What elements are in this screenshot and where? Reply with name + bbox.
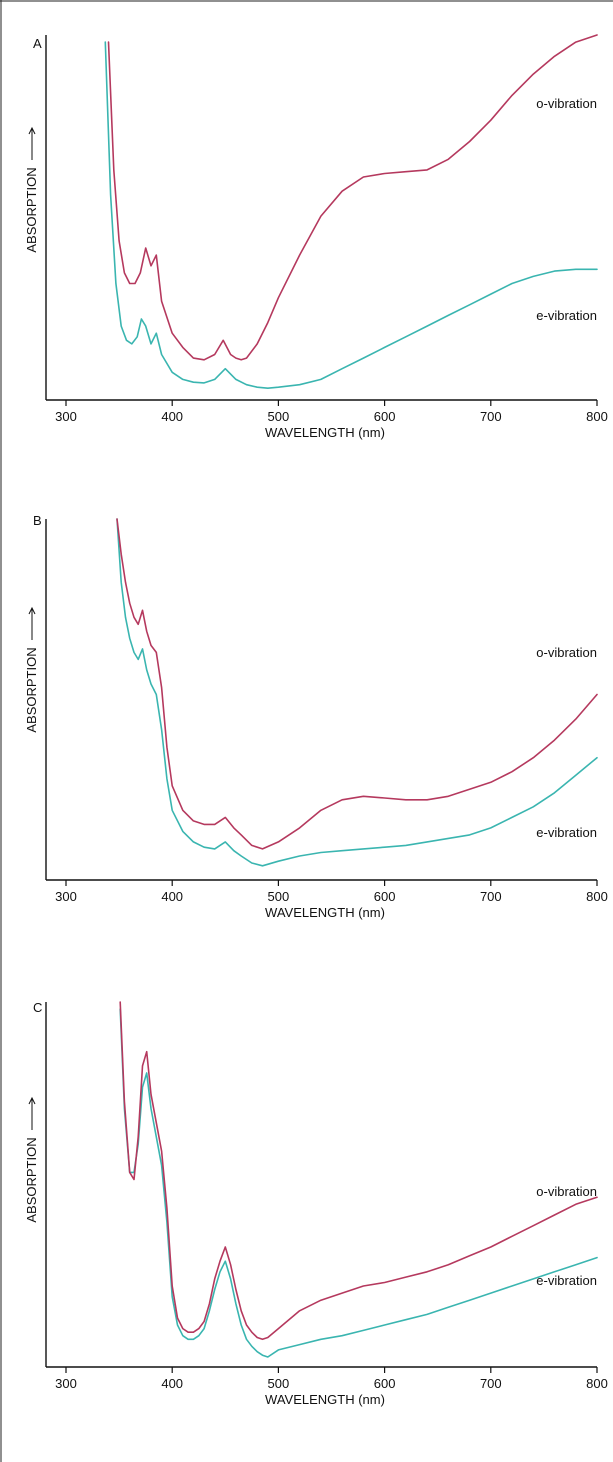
panel-a: A 300 400 500 600 700 800 WAVELENGTH (nm) ABSORP… bbox=[24, 34, 608, 440]
x-tick-label: 500 bbox=[268, 409, 290, 424]
x-tick-label: 700 bbox=[480, 1376, 502, 1391]
x-tick-label: 400 bbox=[161, 409, 183, 424]
x-tick-label: 500 bbox=[268, 889, 290, 904]
series-label-o-vibration: o-vibration bbox=[536, 1184, 597, 1199]
y-axis-title: ABSORPTION bbox=[24, 167, 39, 252]
y-axis-arrow-head bbox=[28, 126, 36, 135]
panel-c: C 300 400 500 600 700 800 WAVELENGTH (nm) ABSORP… bbox=[24, 1000, 608, 1407]
x-axis-title: WAVELENGTH (nm) bbox=[265, 905, 385, 920]
y-axis-arrow-head bbox=[28, 606, 36, 615]
x-tick-label: 800 bbox=[586, 1376, 608, 1391]
series-label-e-vibration: e-vibration bbox=[536, 1273, 597, 1288]
x-tick-label: 300 bbox=[55, 1376, 77, 1391]
y-axis-title: ABSORPTION bbox=[24, 1137, 39, 1222]
series-line-e-vibration bbox=[104, 41, 598, 389]
series-line-o-vibration bbox=[116, 518, 598, 850]
panel-letter: B bbox=[33, 513, 42, 528]
y-axis-arrow-head bbox=[28, 1096, 36, 1105]
series-label-e-vibration: e-vibration bbox=[536, 308, 597, 323]
x-tick-label: 400 bbox=[161, 1376, 183, 1391]
series-label-e-vibration: e-vibration bbox=[536, 825, 597, 840]
panel-letter: C bbox=[33, 1000, 42, 1015]
x-tick-label: 300 bbox=[55, 889, 77, 904]
x-tick-label: 600 bbox=[374, 1376, 396, 1391]
x-tick-label: 300 bbox=[55, 409, 77, 424]
x-tick-label: 500 bbox=[268, 1376, 290, 1391]
x-tick-label: 400 bbox=[161, 889, 183, 904]
x-tick-label: 700 bbox=[480, 409, 502, 424]
x-tick-label: 800 bbox=[586, 409, 608, 424]
x-axis-title: WAVELENGTH (nm) bbox=[265, 425, 385, 440]
series-line-e-vibration bbox=[116, 518, 598, 867]
series-line-o-vibration bbox=[119, 1001, 598, 1341]
x-tick-label: 800 bbox=[586, 889, 608, 904]
series-line-o-vibration bbox=[107, 34, 598, 361]
x-tick-label: 600 bbox=[374, 889, 396, 904]
series-label-o-vibration: o-vibration bbox=[536, 645, 597, 660]
panel-letter: A bbox=[33, 36, 42, 51]
series-label-o-vibration: o-vibration bbox=[536, 96, 597, 111]
x-tick-label: 600 bbox=[374, 409, 396, 424]
x-axis-title: WAVELENGTH (nm) bbox=[265, 1392, 385, 1407]
y-axis-title: ABSORPTION bbox=[24, 647, 39, 732]
panel-b: B 300 400 500 600 700 800 WAVELENGTH (nm) ABSORP… bbox=[24, 513, 608, 920]
x-tick-label: 700 bbox=[480, 889, 502, 904]
series-line-e-vibration bbox=[119, 1008, 598, 1358]
